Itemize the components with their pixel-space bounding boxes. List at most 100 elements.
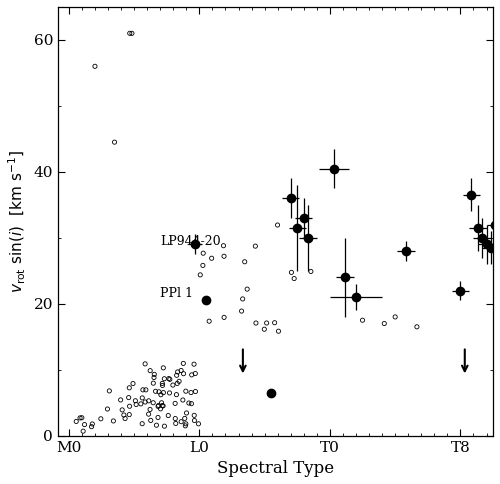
Point: [146, 417, 154, 424]
Point: [158, 399, 166, 407]
Point: [150, 370, 158, 378]
Point: [174, 368, 182, 376]
Point: [158, 379, 166, 387]
Point: [137, 400, 145, 408]
Point: [157, 391, 165, 399]
Point: [145, 397, 153, 405]
Point: [165, 375, 173, 382]
Point: [180, 370, 188, 378]
Point: [220, 314, 228, 321]
Point: [154, 414, 162, 422]
Point: [138, 420, 146, 427]
Point: [190, 417, 198, 424]
Point: [159, 402, 167, 410]
Point: [118, 406, 126, 414]
Point: [154, 403, 162, 410]
Point: [413, 323, 421, 331]
Point: [158, 402, 166, 409]
Point: [156, 405, 164, 413]
Point: [126, 384, 134, 392]
Point: [199, 261, 207, 269]
Point: [243, 285, 251, 293]
Point: [194, 420, 202, 428]
Point: [238, 307, 246, 315]
Point: [126, 402, 134, 410]
Point: [150, 374, 158, 381]
Point: [290, 275, 298, 283]
Point: [128, 30, 136, 37]
Point: [190, 360, 198, 368]
Point: [152, 387, 160, 395]
Point: [173, 379, 181, 387]
Point: [196, 271, 204, 279]
Point: [132, 401, 140, 408]
Point: [106, 387, 114, 395]
Point: [120, 411, 128, 419]
Point: [141, 398, 149, 406]
Point: [391, 313, 399, 321]
Point: [160, 389, 168, 396]
Point: [146, 406, 154, 413]
Point: [121, 415, 129, 423]
Point: [185, 399, 193, 407]
Point: [180, 415, 188, 423]
Point: [126, 30, 134, 37]
Point: [199, 249, 207, 257]
Text: LP944-20: LP944-20: [160, 235, 221, 248]
Point: [182, 387, 190, 395]
Point: [240, 258, 248, 266]
Point: [104, 405, 112, 413]
Point: [88, 420, 96, 428]
Point: [166, 376, 174, 383]
Point: [150, 379, 158, 387]
Point: [169, 381, 177, 389]
Point: [274, 327, 282, 335]
Point: [182, 409, 190, 417]
Point: [252, 242, 260, 250]
Point: [110, 417, 118, 425]
Point: [307, 268, 315, 275]
Point: [270, 319, 278, 327]
Point: [138, 394, 146, 402]
Point: [160, 364, 168, 372]
Point: [252, 319, 260, 327]
Y-axis label: $v_{\rm rot}\ \sin(i)\ \ [{\rm km\ s}^{-1}]$: $v_{\rm rot}\ \sin(i)\ \ [{\rm km\ s}^{-…: [7, 150, 28, 293]
Point: [80, 421, 88, 428]
Point: [358, 317, 366, 324]
Text: PPl 1: PPl 1: [160, 287, 193, 301]
X-axis label: Spectral Type: Spectral Type: [217, 460, 334, 477]
Point: [175, 378, 183, 385]
Point: [166, 389, 173, 397]
Point: [172, 391, 180, 398]
Point: [262, 319, 270, 327]
Point: [172, 420, 179, 427]
Point: [132, 397, 140, 405]
Point: [192, 370, 200, 378]
Point: [180, 360, 188, 367]
Point: [182, 420, 190, 428]
Point: [380, 319, 388, 327]
Point: [220, 242, 228, 250]
Point: [171, 399, 179, 407]
Point: [124, 393, 132, 401]
Point: [187, 389, 195, 396]
Point: [238, 295, 246, 303]
Point: [190, 411, 198, 419]
Point: [116, 396, 124, 404]
Point: [220, 252, 228, 260]
Point: [172, 415, 179, 423]
Point: [149, 399, 157, 407]
Point: [208, 255, 216, 262]
Point: [260, 325, 268, 333]
Point: [110, 138, 118, 146]
Point: [205, 318, 213, 325]
Point: [146, 367, 154, 375]
Point: [177, 366, 185, 374]
Point: [139, 386, 147, 393]
Point: [172, 371, 180, 379]
Point: [76, 414, 84, 422]
Point: [160, 375, 168, 383]
Point: [126, 411, 134, 419]
Point: [88, 423, 96, 431]
Point: [192, 388, 200, 395]
